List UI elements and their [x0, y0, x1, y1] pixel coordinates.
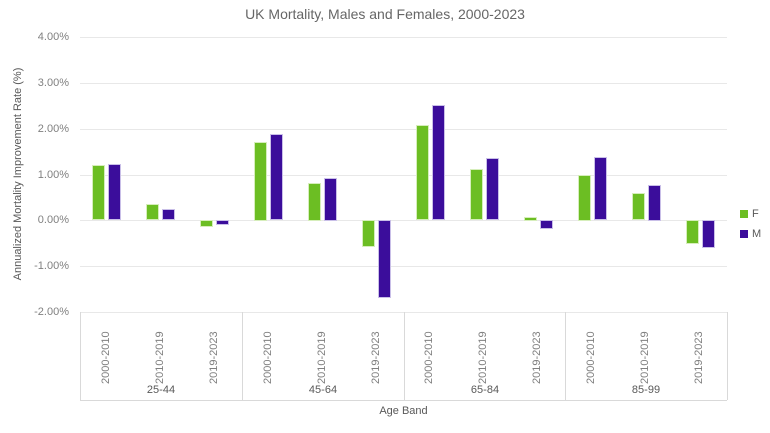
gridline — [80, 175, 727, 176]
bar-M-45-64-2019-2023 — [378, 220, 391, 298]
x-axis-bottom-border — [80, 400, 727, 401]
bar-F-65-84-2000-2010 — [416, 125, 429, 220]
bar-F-25-44-2019-2023 — [200, 220, 213, 227]
y-tick-label: 3.00% — [37, 77, 69, 89]
bar-M-85-99-2010-2019 — [648, 185, 661, 221]
gridline — [80, 83, 727, 84]
bar-F-25-44-2000-2010 — [92, 165, 105, 220]
x-period-label: 2019-2023 — [693, 331, 705, 384]
x-period-label: 2000-2010 — [423, 331, 435, 384]
legend: F M — [740, 208, 761, 248]
gridline — [80, 37, 727, 38]
bar-M-65-84-2000-2010 — [432, 105, 445, 220]
bar-F-45-64-2010-2019 — [308, 183, 321, 221]
group-divider — [80, 312, 81, 400]
gridline — [80, 312, 727, 313]
x-period-label: 2010-2019 — [639, 331, 651, 384]
bar-M-65-84-2010-2019 — [486, 158, 499, 220]
group-divider — [565, 312, 566, 400]
group-divider — [404, 312, 405, 400]
y-tick-label: -2.00% — [34, 306, 69, 318]
legend-swatch-m-icon — [740, 230, 748, 238]
y-tick-label: 0.00% — [37, 214, 69, 226]
x-period-label: 2000-2010 — [262, 331, 274, 384]
bar-F-85-99-2019-2023 — [686, 220, 699, 244]
x-group-label: 65-84 — [470, 384, 500, 396]
bar-F-45-64-2019-2023 — [362, 220, 375, 247]
x-period-label: 2010-2019 — [316, 331, 328, 384]
x-period-label: 2019-2023 — [531, 331, 543, 384]
bar-M-65-84-2019-2023 — [540, 220, 553, 229]
bar-M-25-44-2019-2023 — [216, 220, 229, 225]
legend-label-f: F — [752, 208, 759, 220]
group-divider — [242, 312, 243, 400]
group-divider — [727, 312, 728, 400]
gridline — [80, 129, 727, 130]
x-period-label: 2019-2023 — [208, 331, 220, 384]
x-period-label: 2019-2023 — [370, 331, 382, 384]
bar-F-65-84-2019-2023 — [524, 217, 537, 221]
x-period-label: 2000-2010 — [100, 331, 112, 384]
gridline — [80, 266, 727, 267]
x-group-label: 45-64 — [308, 384, 338, 396]
gridline — [80, 220, 727, 221]
x-group-label: 85-99 — [631, 384, 661, 396]
bar-F-65-84-2010-2019 — [470, 169, 483, 220]
bar-F-85-99-2000-2010 — [578, 175, 591, 221]
x-period-label: 2010-2019 — [154, 331, 166, 384]
legend-label-m: M — [752, 228, 762, 240]
bar-M-25-44-2010-2019 — [162, 209, 175, 220]
bar-F-25-44-2010-2019 — [146, 204, 159, 220]
legend-item-f: F — [740, 208, 761, 220]
bar-F-85-99-2010-2019 — [632, 193, 645, 220]
legend-item-m: M — [740, 228, 761, 240]
bar-M-25-44-2000-2010 — [108, 164, 121, 220]
x-period-label: 2000-2010 — [585, 331, 597, 384]
legend-swatch-f-icon — [740, 210, 748, 218]
bar-M-85-99-2000-2010 — [594, 157, 607, 220]
y-tick-label: 1.00% — [37, 169, 69, 181]
x-axis-title: Age Band — [379, 405, 428, 417]
bar-M-85-99-2019-2023 — [702, 220, 715, 248]
bar-F-45-64-2000-2010 — [254, 142, 267, 221]
y-tick-label: -1.00% — [34, 260, 69, 272]
chart-title: UK Mortality, Males and Females, 2000-20… — [245, 6, 525, 22]
y-tick-label: 4.00% — [37, 31, 69, 43]
x-period-label: 2010-2019 — [477, 331, 489, 384]
bar-M-45-64-2010-2019 — [324, 178, 337, 221]
x-group-label: 25-44 — [146, 384, 176, 396]
y-tick-label: 2.00% — [37, 123, 69, 135]
bar-M-45-64-2000-2010 — [270, 134, 283, 220]
